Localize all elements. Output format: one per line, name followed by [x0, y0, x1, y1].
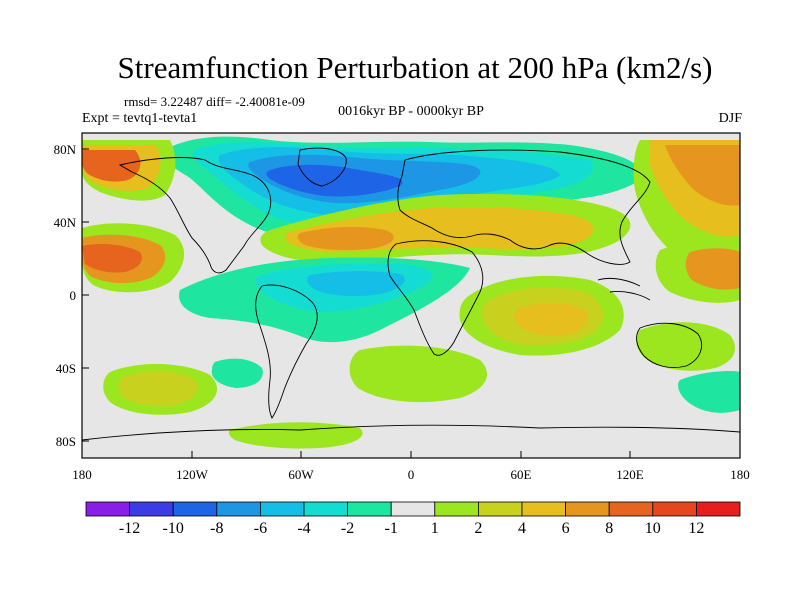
experiment-text: Expt = tevtq1-tevta1 [82, 111, 198, 126]
coastline-australia [636, 322, 702, 368]
stats-text: rmsd= 3.22487 diff= -2.40081e-09 [124, 94, 305, 109]
lon-label-120e: 120E [616, 467, 644, 482]
colorbar-swatch [129, 501, 174, 517]
colorbar-label: -12 [119, 520, 140, 537]
colorbar-swatch [172, 501, 218, 517]
lon-label-180e: 180 [730, 467, 750, 482]
colorbar-label: -8 [210, 520, 223, 537]
lon-labels: 180 120W 60W 0 60E 120E 180 [72, 467, 750, 482]
negative-region-south-mid [211, 358, 263, 388]
lat-label-40s: 40S [56, 361, 76, 376]
colorbar-label: 1 [431, 520, 439, 537]
lat-label-80n: 80N [54, 142, 77, 157]
colorbar-swatch [608, 501, 654, 517]
lon-label-180w: 180 [72, 467, 92, 482]
colorbar-swatch [259, 501, 305, 517]
coastline-indonesia [597, 277, 651, 301]
colorbar-label: -10 [163, 520, 184, 537]
colorbar-swatch [477, 501, 523, 517]
colorbar-label: -1 [385, 520, 398, 537]
colorbar-label: 4 [518, 520, 526, 537]
colorbar-label: 10 [645, 520, 661, 537]
positive-region-south-left-2 [118, 371, 198, 406]
colorbar-swatch [521, 501, 566, 517]
colorbar-swatch [303, 501, 348, 517]
colorbar-label: -4 [297, 520, 310, 537]
positive-region-indian-3 [514, 302, 588, 336]
colorbar-swatch [216, 501, 261, 517]
positive-region-subtropical-left-3 [82, 244, 142, 273]
negative-region-north-5 [266, 164, 403, 197]
positive-band-midlat-3 [297, 226, 394, 251]
lon-label-0: 0 [408, 467, 415, 482]
positive-region-south-mid [349, 345, 488, 403]
colorbar-label: 6 [562, 520, 570, 537]
colorbar-swatch [696, 501, 741, 517]
colorbar: -12 -10 -8 -6 -4 -2 -1 1 2 4 6 8 10 12 [85, 501, 741, 537]
lat-label-80s: 80S [56, 434, 76, 449]
lat-label-0: 0 [70, 288, 77, 303]
coastline-north-america [118, 157, 272, 274]
colorbar-swatch [85, 501, 130, 517]
colorbar-label: 12 [688, 520, 704, 537]
lon-label-60e: 60E [511, 467, 532, 482]
coastline-greenland [297, 147, 347, 187]
lon-label-60w: 60W [288, 467, 314, 482]
colorbar-label: -2 [341, 520, 354, 537]
contour-field [82, 133, 740, 458]
colorbar-label: -6 [254, 520, 267, 537]
colorbar-swatch [434, 501, 479, 517]
period-text: 0016kyr BP - 0000kyr BP [338, 104, 484, 119]
coastline-eurasia [397, 149, 651, 265]
positive-region-south-east [636, 322, 735, 371]
colorbar-swatch [347, 501, 392, 517]
colorbar-label: 2 [474, 520, 482, 537]
positive-region-northeast-3 [665, 145, 740, 206]
axis-ticks [82, 148, 631, 458]
positive-region-subtropical-right-2 [685, 248, 740, 290]
lat-labels: 80N 40N 0 40S 80S [54, 142, 77, 449]
lat-label-40n: 40N [54, 215, 77, 230]
lon-label-120w: 120W [176, 467, 209, 482]
coastlines [82, 147, 740, 441]
colorbar-label: 8 [605, 520, 613, 537]
positive-region-antarctic [228, 422, 363, 449]
colorbar-swatch [390, 501, 436, 517]
coastline-antarctica [82, 424, 740, 441]
negative-belt-tropical-3 [307, 271, 405, 297]
map-title: Streamfunction Perturbation at 200 hPa (… [117, 50, 713, 85]
coastline-south-america [255, 284, 318, 419]
colorbar-swatch [652, 501, 697, 517]
season-text: DJF [718, 111, 742, 126]
positive-region-pacific-west-3 [82, 150, 141, 182]
coastline-africa [387, 240, 484, 356]
negative-region-south-east [678, 370, 740, 413]
colorbar-swatch [565, 501, 610, 517]
